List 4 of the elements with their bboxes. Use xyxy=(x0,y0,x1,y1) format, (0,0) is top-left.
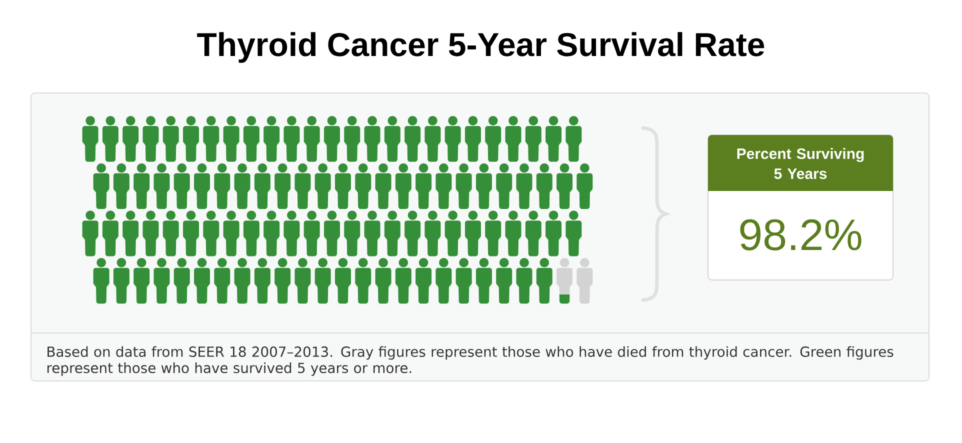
data-label: 98.2% xyxy=(740,219,862,250)
text: Thyroid Cancer 5-Year Survival Rate xyxy=(197,32,764,63)
text: Based on data from SEER 18 2007–2013. Gray figures represent those who have died from thyroid cancer. Green figures represent those who have survived 5 years or more. xyxy=(47,346,894,376)
text: Percent Surviving 5 Years xyxy=(737,148,864,180)
